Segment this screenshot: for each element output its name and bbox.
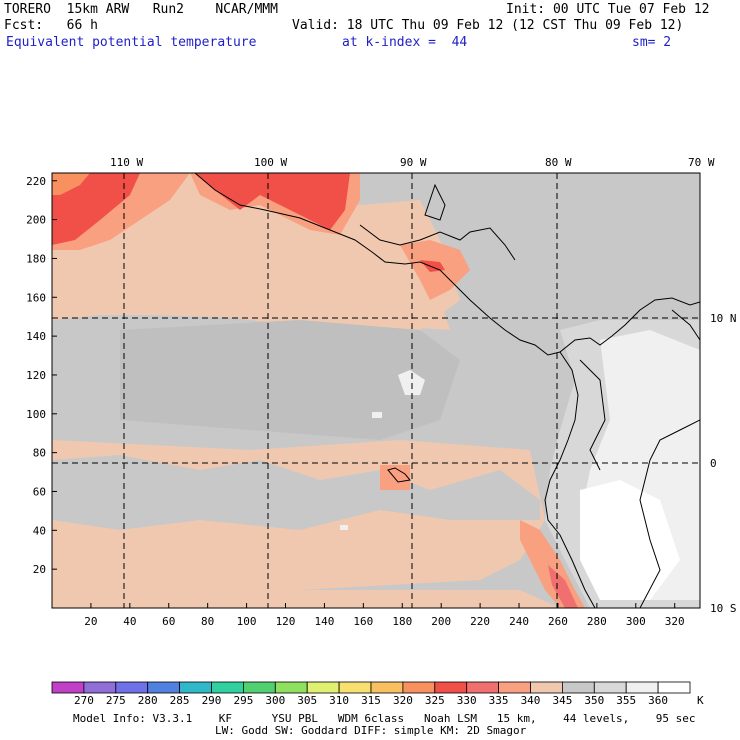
- lon-label: 80 W: [545, 156, 572, 169]
- y-tick-label: 120: [26, 369, 46, 382]
- colorbar-tick-label: 285: [170, 694, 190, 707]
- colorbar-swatch: [657, 681, 691, 694]
- colorbar-swatch: [402, 681, 436, 694]
- x-tick-label: 80: [201, 615, 214, 628]
- y-tick-label: 40: [33, 524, 46, 537]
- colorbar-swatch: [370, 681, 404, 694]
- colorbar-tick-label: 310: [329, 694, 349, 707]
- colorbar-swatch: [530, 681, 563, 694]
- colorbar-tick-label: 270: [74, 694, 94, 707]
- physics-info: LW: Godd SW: Goddard DIFF: simple KM: 2D…: [215, 724, 527, 737]
- x-tick-label: 300: [626, 615, 646, 628]
- lat-labels: 10 N 0 10 S: [710, 312, 737, 615]
- y-tick-label: 200: [26, 214, 46, 227]
- x-tick-label: 160: [353, 615, 373, 628]
- x-tick-label: 280: [587, 615, 607, 628]
- x-tick-label: 100: [237, 615, 257, 628]
- colorbar-swatch: [434, 681, 468, 694]
- x-tick-label: 200: [431, 615, 451, 628]
- lon-label: 100 W: [254, 156, 287, 169]
- init-time: Init: 00 UTC Tue 07 Feb 12: [506, 2, 710, 17]
- lon-labels: 110 W 100 W 90 W 80 W 70 W: [110, 156, 715, 169]
- colorbar-swatch: [338, 681, 372, 694]
- field-name: Equivalent potential temperature: [6, 35, 257, 50]
- y-tick-label: 180: [26, 252, 46, 265]
- x-tick-label: 140: [314, 615, 334, 628]
- coastlines: [194, 173, 700, 608]
- colorbar-tick-label: 305: [297, 694, 317, 707]
- colorbar-tick-label: 325: [425, 694, 445, 707]
- x-tick-label: 60: [162, 615, 175, 628]
- lat-label: 0: [710, 457, 717, 470]
- lat-lon-grid: [52, 173, 700, 608]
- colorbar-swatch: [211, 681, 244, 694]
- lon-label: 90 W: [400, 156, 427, 169]
- y-tick-label: 20: [33, 563, 46, 576]
- y-tick-label: 80: [33, 447, 46, 460]
- colorbar-swatch: [51, 681, 85, 694]
- lat-label: 10 N: [710, 312, 737, 325]
- y-tick-label: 100: [26, 408, 46, 421]
- x-tick-label: 320: [665, 615, 685, 628]
- colorbar-swatch: [593, 681, 627, 694]
- colorbar-tick-label: 350: [584, 694, 604, 707]
- x-axis: 20 40 60 80 100 120 140 160 180 200 220 240 260 280 30…: [84, 603, 685, 628]
- colorbar-swatch: [147, 681, 180, 694]
- x-tick-label: 220: [470, 615, 490, 628]
- y-tick-label: 160: [26, 291, 46, 304]
- colorbar-tick-label: 280: [138, 694, 158, 707]
- model-title: TORERO 15km ARW Run2 NCAR/MMM: [4, 2, 278, 17]
- x-tick-label: 240: [509, 615, 529, 628]
- valid-time: Valid: 18 UTC Thu 09 Feb 12 (12 CST Thu …: [292, 18, 684, 33]
- colorbar-tick-label: 340: [521, 694, 541, 707]
- colorbar-tick-label: 315: [361, 694, 381, 707]
- colorbar-swatch: [83, 681, 117, 694]
- lon-label: 110 W: [110, 156, 143, 169]
- colorbar-swatch: [115, 681, 149, 694]
- colorbar-unit: K: [697, 694, 704, 707]
- y-tick-label: 140: [26, 330, 46, 343]
- colorbar-tick-label: 320: [393, 694, 413, 707]
- colorbar-tick-label: 355: [616, 694, 636, 707]
- colorbar-tick-label: 295: [233, 694, 253, 707]
- colorbar-swatch: [562, 681, 595, 694]
- x-tick-label: 20: [84, 615, 97, 628]
- colorbar: [51, 681, 691, 694]
- colorbar-swatch: [306, 681, 340, 694]
- x-tick-label: 260: [548, 615, 568, 628]
- lat-label: 10 S: [710, 602, 737, 615]
- y-axis: 20 40 60 80 100 120 140 160 180 200 220: [26, 175, 57, 576]
- smoothing-info: sm= 2: [632, 35, 672, 50]
- colorbar-swatch: [179, 681, 212, 694]
- y-tick-label: 60: [33, 485, 46, 498]
- colorbar-tick-label: 290: [202, 694, 222, 707]
- colorbar-swatch: [498, 681, 531, 694]
- colorbar-tick-label: 360: [648, 694, 668, 707]
- colorbar-tick-label: 345: [552, 694, 572, 707]
- model-info: Model Info: V3.3.1 KF YSU PBL WDM 6class…: [73, 712, 696, 725]
- temperature-field: [52, 173, 700, 608]
- x-tick-label: 180: [392, 615, 412, 628]
- colorbar-swatch: [242, 681, 276, 694]
- colorbar-labels: 270 275 280 285 290 295 300 305 310 315 320 325 330 3…: [74, 694, 668, 707]
- colorbar-swatch: [466, 681, 500, 694]
- colorbar-tick-label: 335: [489, 694, 509, 707]
- x-tick-label: 40: [123, 615, 136, 628]
- level-info: at k-index = 44: [342, 35, 468, 50]
- colorbar-tick-label: 275: [106, 694, 126, 707]
- lon-label: 70 W: [688, 156, 715, 169]
- colorbar-tick-label: 300: [265, 694, 285, 707]
- colorbar-swatch: [625, 681, 659, 694]
- x-tick-label: 120: [276, 615, 296, 628]
- plot-frame: [51, 172, 701, 609]
- colorbar-tick-label: 330: [457, 694, 477, 707]
- forecast-hour: Fcst: 66 h: [4, 18, 98, 33]
- colorbar-swatch: [274, 681, 308, 694]
- y-tick-label: 220: [26, 175, 46, 188]
